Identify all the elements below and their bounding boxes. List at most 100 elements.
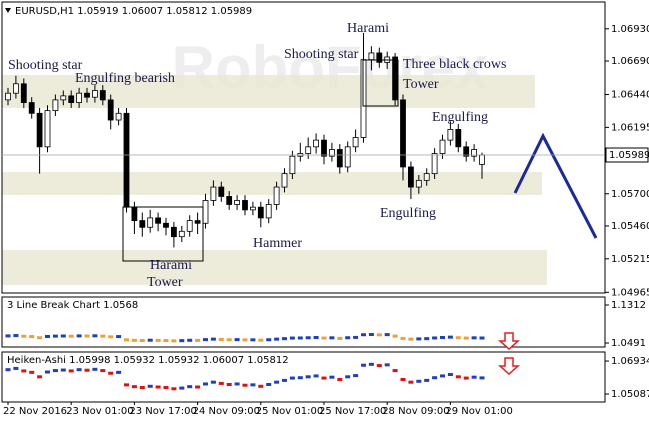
indicator-bar	[163, 386, 169, 390]
indicator-bar	[266, 383, 272, 386]
candle-body	[178, 230, 185, 238]
candle-body	[131, 206, 138, 221]
indicator-bar	[329, 375, 335, 379]
indicator-bar	[131, 338, 137, 342]
indicator-bar	[289, 376, 295, 380]
candle-body	[5, 92, 11, 101]
indicator-bar	[329, 336, 335, 340]
indicator-bar	[400, 378, 406, 381]
candle-body	[400, 99, 406, 168]
y-tick-label: 1.04965	[611, 287, 649, 298]
down-arrow	[498, 357, 520, 376]
indicator-bar	[337, 336, 343, 340]
indicator-bar	[361, 333, 366, 337]
candle-body	[99, 90, 106, 101]
candle-body	[368, 52, 375, 61]
indicator-bar	[45, 334, 50, 338]
indicator-bar	[203, 382, 208, 386]
indicator-bar	[108, 371, 114, 375]
indicator-bar	[60, 334, 66, 338]
indicator-bar	[179, 386, 185, 390]
candle-body	[226, 196, 233, 205]
indicator-bar	[258, 384, 264, 388]
indicator-bar	[210, 380, 216, 384]
candle-body	[273, 186, 280, 205]
candle-body	[265, 204, 272, 219]
y-tick-label: 1.1312	[611, 300, 646, 311]
zone	[2, 75, 535, 108]
indicator-bar	[124, 338, 129, 342]
y-tick-label: 1.06934	[611, 356, 649, 367]
candle-body	[210, 186, 217, 201]
indicator-bar	[416, 379, 422, 383]
candle-body	[20, 83, 27, 103]
candle-body	[44, 110, 51, 148]
indicator-bar	[203, 338, 208, 342]
x-tick-label: 23 Nov 01:00	[66, 406, 133, 417]
indicator-bar	[313, 336, 319, 340]
indicator-bar	[218, 337, 224, 341]
indicator-bar	[92, 367, 98, 371]
x-tick-label: 25 Nov 17:00	[319, 406, 386, 417]
indicator-bar	[226, 383, 232, 386]
pattern-box	[362, 59, 399, 107]
annotation: Tower	[147, 275, 183, 290]
candle-body	[321, 139, 327, 157]
y-tick-label: 1.05460	[611, 221, 649, 232]
candle-body	[170, 226, 177, 238]
indicator-bar	[242, 383, 248, 387]
indicator-bar	[13, 334, 19, 338]
candle-body	[463, 146, 470, 157]
candle-body	[242, 200, 248, 211]
x-tick-label: 23 Nov 17:00	[129, 406, 196, 417]
candle-body	[155, 217, 162, 224]
x-tick-label: 25 Nov 01:00	[256, 406, 323, 417]
indicator-bar	[392, 369, 398, 373]
indicator-bar	[345, 375, 351, 379]
candle-body	[479, 154, 485, 165]
chart-title: EURUSD,H1 1.05919 1.06007 1.05812 1.0598…	[15, 6, 252, 17]
x-tick-label: 24 Nov 09:00	[193, 406, 260, 417]
indicator-bar	[321, 336, 327, 340]
y-tick-label: 1.06440	[611, 90, 649, 101]
annotation: Engulfing	[380, 206, 436, 221]
indicator-bar	[297, 376, 303, 380]
indicator-bar	[353, 335, 359, 339]
candle-body	[257, 206, 264, 219]
indicator-bar	[68, 334, 74, 338]
indicator-bar	[37, 336, 43, 340]
indicator-bar	[440, 336, 445, 340]
candle-body	[336, 149, 343, 168]
indicator-bar	[52, 334, 58, 338]
indicator-bar	[297, 336, 303, 340]
indicator-bar	[116, 370, 122, 374]
indicator-bar	[76, 368, 82, 372]
indicator-bar	[250, 383, 256, 387]
indicator-bar	[84, 334, 90, 338]
indicator-bar	[368, 333, 374, 336]
indicator-bar	[313, 374, 319, 378]
indicator-bar	[400, 336, 406, 340]
annotation: Harami	[347, 21, 389, 36]
indicator-frame	[1, 351, 606, 403]
candle-body	[36, 112, 43, 148]
indicator-bar	[384, 363, 390, 367]
indicator-bar	[416, 337, 422, 341]
last-price-box	[605, 147, 649, 163]
candle-body	[305, 146, 312, 154]
indicator-bar	[29, 370, 35, 374]
indicator-bar	[368, 362, 374, 366]
indicator-bar	[432, 336, 438, 340]
indicator-bar	[116, 335, 122, 339]
indicator-bar	[463, 336, 469, 340]
candle-body	[147, 217, 154, 228]
indicator-bar	[305, 336, 311, 340]
annotation: Three black crows	[403, 57, 506, 72]
indicator-bar	[5, 368, 11, 372]
candle-body	[84, 92, 90, 98]
indicator-bar	[274, 337, 280, 341]
indicator-bar	[455, 336, 461, 340]
y-tick-label: 1.05087	[611, 389, 649, 400]
y-tick-label: 1.06930	[611, 24, 649, 35]
indicator-bar	[60, 368, 66, 372]
